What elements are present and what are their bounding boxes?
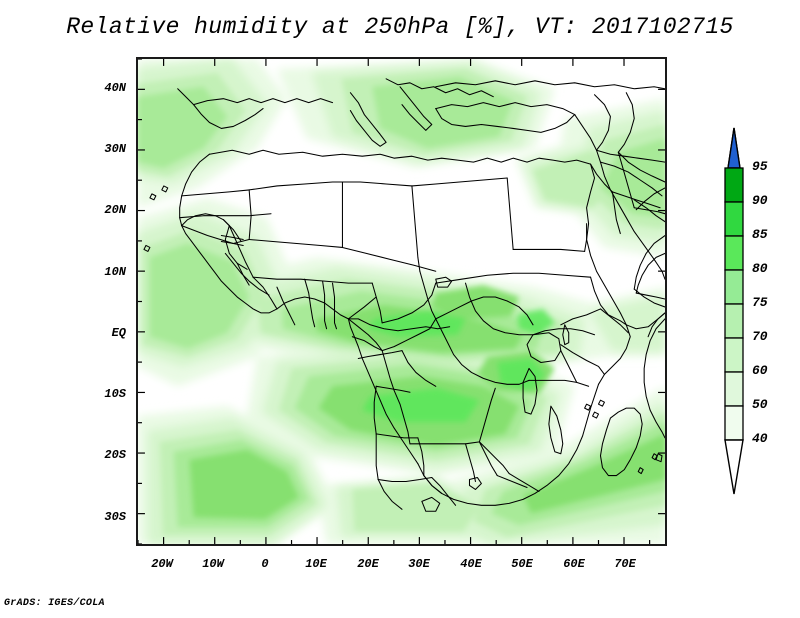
x-axis-label-20W: 20W xyxy=(151,557,173,571)
y-axis-label-30N: 30N xyxy=(104,142,126,156)
x-axis-label-10W: 10W xyxy=(202,557,224,571)
colorbar xyxy=(718,122,798,502)
x-axis-label-30E: 30E xyxy=(408,557,430,571)
x-axis-label-0: 0 xyxy=(261,557,269,571)
page-title: Relative humidity at 250hPa [%], VT: 201… xyxy=(66,14,734,40)
humidity-shading xyxy=(138,59,665,544)
x-axis-label-20E: 20E xyxy=(357,557,379,571)
colorbar-label-85: 85 xyxy=(752,227,768,242)
grads-credit: GrADS: IGES/COLA xyxy=(4,598,105,609)
y-axis-label-10S: 10S xyxy=(104,387,126,401)
humidity-map xyxy=(138,59,665,544)
x-axis-label-10E: 10E xyxy=(305,557,327,571)
map-plot-area xyxy=(136,57,667,546)
y-axis-label-40N: 40N xyxy=(104,81,126,95)
colorbar-label-40: 40 xyxy=(752,431,768,446)
x-axis-label-70E: 70E xyxy=(614,557,636,571)
y-axis-label-20N: 20N xyxy=(104,203,126,217)
x-axis-label-50E: 50E xyxy=(511,557,533,571)
colorbar-label-50: 50 xyxy=(752,397,768,412)
colorbar-graphic xyxy=(724,127,744,495)
colorbar-label-70: 70 xyxy=(752,329,768,344)
x-axis-label-60E: 60E xyxy=(563,557,585,571)
x-axis-label-40E: 40E xyxy=(460,557,482,571)
colorbar-label-75: 75 xyxy=(752,295,768,310)
y-axis-label-20S: 20S xyxy=(104,448,126,462)
map-coastlines xyxy=(143,78,665,512)
colorbar-label-60: 60 xyxy=(752,363,768,378)
colorbar-label-80: 80 xyxy=(752,261,768,276)
y-axis-label-30S: 30S xyxy=(104,510,126,524)
y-axis-label-10N: 10N xyxy=(104,265,126,279)
y-axis-label-EQ: EQ xyxy=(111,326,126,340)
colorbar-label-95: 95 xyxy=(752,159,768,174)
axis-ticks xyxy=(138,59,665,544)
colorbar-label-90: 90 xyxy=(752,193,768,208)
